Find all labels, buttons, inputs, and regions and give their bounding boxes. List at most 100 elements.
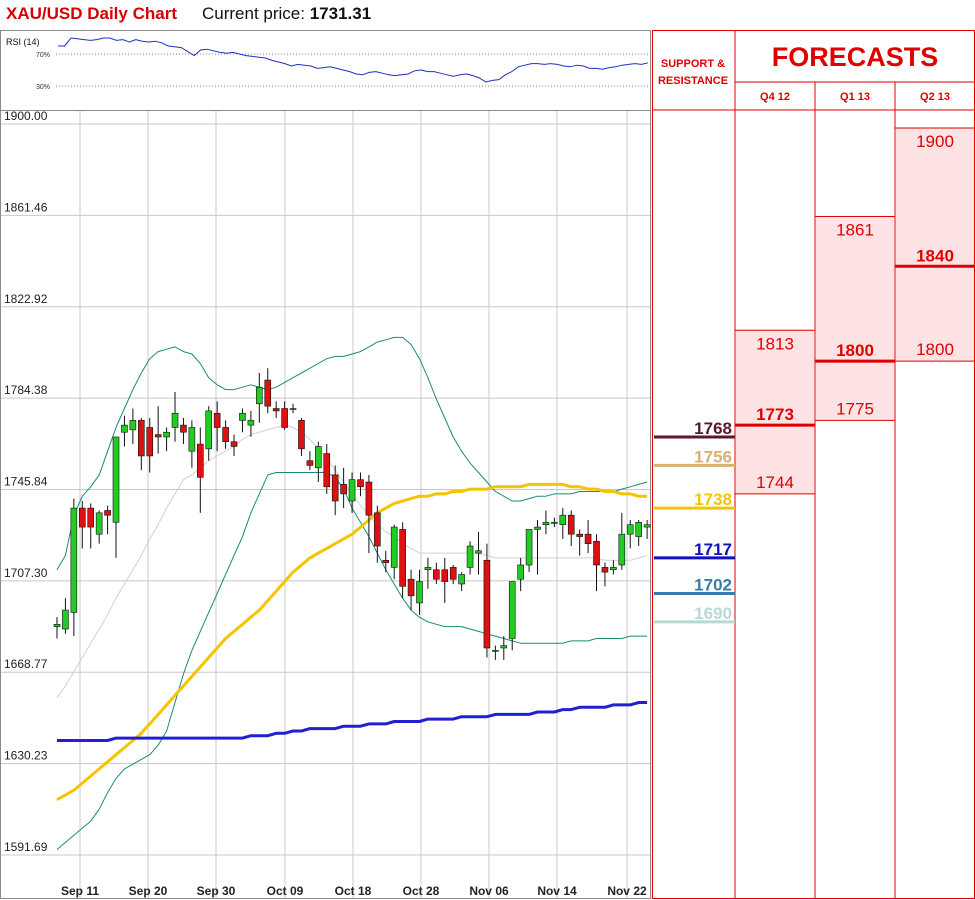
x-tick-label: Nov 14 xyxy=(537,884,577,898)
candle xyxy=(483,543,491,658)
candle xyxy=(382,550,390,573)
candle xyxy=(247,410,255,437)
candle xyxy=(306,451,314,471)
candle-body xyxy=(643,524,651,528)
support-title-line1: SUPPORT & xyxy=(661,58,725,70)
candle xyxy=(62,598,69,634)
quarter-header: Q1 13 xyxy=(840,91,870,103)
candle xyxy=(104,505,111,535)
candle-body xyxy=(542,522,550,525)
candle xyxy=(416,569,423,615)
candle-body xyxy=(618,533,626,566)
candle xyxy=(357,472,364,497)
y-tick-label: 1822.92 xyxy=(4,292,48,306)
y-tick-label: 1900.00 xyxy=(4,110,48,123)
candle xyxy=(517,557,524,592)
candle xyxy=(390,524,398,580)
y-tick-label: 1745.84 xyxy=(4,475,48,489)
candle xyxy=(365,474,373,554)
candle xyxy=(163,427,170,452)
candle-body xyxy=(104,510,111,516)
candle-body xyxy=(230,441,238,447)
candle-body xyxy=(213,412,221,428)
candle xyxy=(87,503,95,549)
rsi-label: RSI (14) xyxy=(6,37,40,47)
moving-average-yellow-line xyxy=(56,482,648,802)
candle xyxy=(374,505,381,563)
candle xyxy=(264,368,272,414)
candle xyxy=(154,406,162,454)
candle xyxy=(525,529,533,573)
candle-body xyxy=(239,412,246,421)
candle xyxy=(340,467,347,509)
forecast-mid: 1800 xyxy=(836,341,874,360)
candle xyxy=(348,472,356,513)
candle-body xyxy=(171,412,179,428)
quarter-header: Q4 12 xyxy=(760,91,790,103)
rsi-panel: RSI (14) 70% 30% xyxy=(0,30,651,113)
y-tick-label: 1861.46 xyxy=(4,200,48,214)
candle-body xyxy=(517,564,524,580)
forecast-high: 1900 xyxy=(916,132,954,151)
candle xyxy=(213,401,221,452)
candle xyxy=(230,434,238,456)
candle-body xyxy=(449,567,457,580)
rsi-line xyxy=(58,37,649,83)
forecast-range xyxy=(816,216,894,421)
candle-body xyxy=(382,559,390,563)
x-tick-label: Nov 06 xyxy=(469,884,509,898)
candle xyxy=(256,372,263,423)
candle-body xyxy=(272,408,280,412)
candle xyxy=(399,522,406,599)
candle-body xyxy=(390,526,398,568)
candle-body xyxy=(416,581,423,604)
candle-body xyxy=(610,567,617,571)
candle-body xyxy=(78,507,86,528)
candle-body xyxy=(53,623,61,627)
candle-body xyxy=(626,524,634,535)
level-label: 1717 xyxy=(694,540,732,559)
candle-body xyxy=(374,512,381,547)
current-price-label: Current price: xyxy=(202,4,305,23)
candle xyxy=(289,403,297,414)
price-chart: 1900.00 1861.46 1822.92 1784.38 1745.84 1707.… xyxy=(0,110,651,899)
candle xyxy=(643,519,651,539)
candle-body xyxy=(264,379,272,407)
support-title-line2: RESISTANCE xyxy=(658,75,728,87)
rsi-level-70: 70% xyxy=(36,52,50,59)
candle-body xyxy=(121,424,128,433)
candle-body xyxy=(500,645,508,649)
candle xyxy=(635,519,642,547)
y-tick-label: 1591.69 xyxy=(4,840,48,854)
x-tick-label: Sep 20 xyxy=(129,884,168,898)
candle xyxy=(331,465,339,516)
candle xyxy=(188,420,196,468)
current-price-value: 1731.31 xyxy=(309,4,372,23)
candle-body xyxy=(331,474,339,502)
candle-body xyxy=(407,578,415,597)
forecast-range xyxy=(736,330,814,494)
x-tick-label: Sep 30 xyxy=(197,884,236,898)
chart-title: XAU/USD Daily Chart xyxy=(6,4,177,23)
candle xyxy=(433,562,440,584)
candle-body xyxy=(180,424,187,433)
candle xyxy=(180,418,187,445)
candle-body xyxy=(483,559,491,649)
candle xyxy=(551,517,558,528)
candle-body xyxy=(62,609,69,630)
candle xyxy=(129,408,137,445)
plot-frame xyxy=(0,110,651,899)
forecast-mid: 1840 xyxy=(916,246,954,265)
candle xyxy=(95,510,103,544)
candle xyxy=(272,401,280,419)
candle-body xyxy=(306,460,314,466)
candle-body xyxy=(222,427,229,443)
level-label: 1690 xyxy=(694,604,732,623)
candle-body xyxy=(87,507,95,528)
candle-body xyxy=(70,507,78,613)
candle-body xyxy=(95,512,103,535)
candle-body xyxy=(247,420,255,426)
candle xyxy=(626,519,634,549)
forecast-high: 1813 xyxy=(756,334,794,353)
candle-body xyxy=(205,410,213,450)
